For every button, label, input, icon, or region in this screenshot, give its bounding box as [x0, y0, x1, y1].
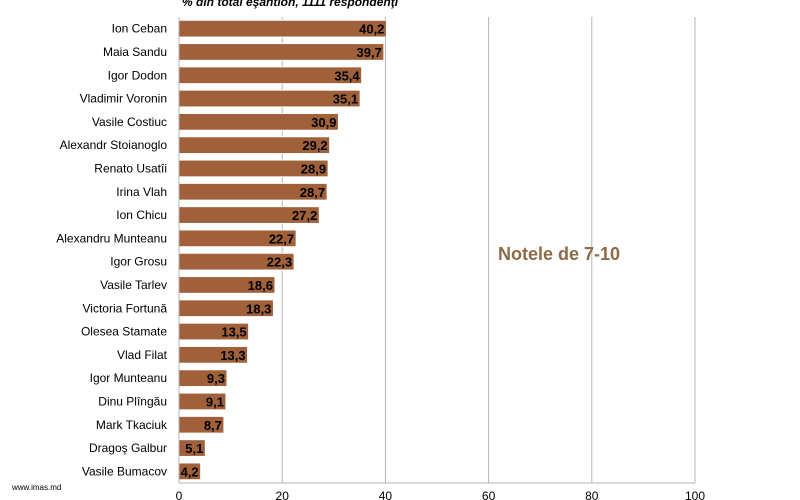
value-label: 39,7: [357, 45, 382, 60]
value-label: 18,3: [246, 301, 271, 316]
bar: [178, 43, 385, 61]
category-label: Alexandr Stoianoglo: [60, 138, 168, 152]
category-label: Vladimir Voronin: [80, 92, 167, 106]
value-label: 30,9: [311, 115, 336, 130]
category-label: Victoria Fortună: [83, 301, 168, 315]
value-label: 40,2: [359, 22, 384, 37]
category-label: Maia Sandu: [103, 45, 167, 59]
category-label: Mark Tkaciuk: [96, 418, 168, 432]
value-label: 9,3: [207, 371, 225, 386]
x-tick-label: 40: [379, 489, 393, 500]
chart-annotation: Notele de 7-10: [498, 244, 621, 264]
value-label: 35,1: [333, 92, 358, 107]
value-label: 27,2: [292, 208, 317, 223]
category-label: Igor Grosu: [110, 255, 167, 269]
chart-subtitle: % din total eşantion, 1111 respondenţi: [182, 0, 399, 9]
category-label: Ion Chicu: [116, 208, 167, 222]
x-tick-label: 100: [685, 489, 705, 500]
category-label: Vasile Costiuc: [92, 115, 167, 129]
category-label: Vasile Bumacov: [82, 464, 167, 478]
x-tick-label: 60: [482, 489, 496, 500]
value-label: 4,2: [181, 464, 199, 479]
category-label: Vasile Tarlev: [100, 278, 167, 292]
value-label: 13,3: [220, 348, 245, 363]
category-label: Igor Munteanu: [90, 371, 167, 385]
value-label: 5,1: [185, 441, 203, 456]
category-label: Ion Ceban: [112, 22, 167, 36]
category-label: Renato Usatîi: [94, 161, 167, 175]
category-label: Alexandru Munteanu: [56, 231, 167, 245]
category-label: Irina Vlah: [116, 185, 167, 199]
value-label: 28,7: [300, 185, 325, 200]
category-label: Dragoş Galbur: [89, 441, 167, 455]
value-label: 35,4: [334, 68, 360, 83]
value-label: 28,9: [301, 161, 326, 176]
bar: [178, 19, 387, 38]
x-tick-label: 20: [276, 489, 290, 500]
value-label: 9,1: [206, 394, 224, 409]
x-tick-label: 80: [585, 489, 599, 500]
value-label: 13,5: [221, 325, 246, 340]
source-label: www.imas.md: [12, 483, 62, 492]
category-label: Vlad Filat: [117, 348, 168, 362]
category-label: Igor Dodon: [108, 68, 167, 82]
value-label: 29,2: [302, 138, 327, 153]
category-label: Dinu Plîngău: [98, 394, 167, 408]
value-label: 8,7: [204, 418, 222, 433]
value-label: 22,3: [267, 255, 292, 270]
x-tick-label: 0: [176, 489, 183, 500]
value-label: 22,7: [269, 231, 294, 246]
category-label: Olesea Stamate: [81, 325, 167, 339]
value-label: 18,6: [248, 278, 273, 293]
